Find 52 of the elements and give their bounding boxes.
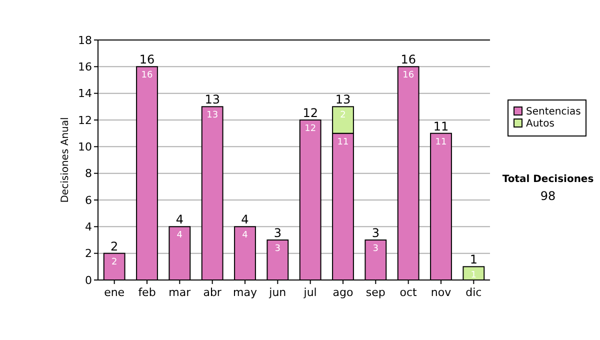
total-label: 16	[400, 52, 416, 67]
data-label: 11	[337, 137, 349, 148]
total-label: 12	[302, 106, 318, 120]
y-tick-label: 0	[85, 274, 92, 287]
x-tick-label: abr	[203, 286, 222, 299]
total-label: 2	[110, 239, 118, 254]
x-tick-label: mar	[168, 286, 192, 299]
x-tick-label: jun	[268, 286, 286, 299]
data-label: 3	[372, 244, 379, 254]
text: 98	[540, 189, 556, 203]
y-tick-label: 18	[78, 34, 92, 47]
legend-label: Autos	[526, 118, 554, 130]
text: Total Decisiones	[502, 174, 594, 185]
y-tick-label: 8	[85, 167, 92, 180]
legend-label: Sentencias	[526, 106, 581, 118]
data-label: 1	[470, 270, 477, 281]
y-tick-label: 12	[78, 114, 92, 127]
y-tick-label: 6	[85, 194, 92, 207]
total-label: 13	[335, 92, 351, 107]
data-label: 11	[435, 137, 447, 148]
y-tick-label: 10	[78, 140, 92, 154]
x-tick-label: ene	[104, 286, 125, 299]
data-label: 4	[176, 230, 183, 241]
data-label: 2	[340, 110, 346, 121]
data-label: 12	[304, 124, 316, 134]
y-axis-title: Decisiones Anual	[60, 117, 71, 203]
x-tick-label: feb	[138, 286, 156, 299]
total-label: 11	[433, 119, 449, 134]
data-label: 2	[111, 257, 118, 268]
x-tick-label: ago	[332, 286, 354, 299]
data-label: 4	[242, 230, 248, 241]
x-tick-label: may	[233, 286, 258, 299]
y-tick-label: 14	[78, 87, 92, 100]
x-tick-label: sep	[366, 286, 386, 299]
total-label: 3	[372, 226, 380, 240]
data-label: 3	[274, 244, 281, 254]
x-tick-label: nov	[430, 286, 452, 299]
total-label: 4	[241, 212, 249, 227]
data-label: 16	[141, 70, 153, 81]
x-tick-label: dic	[466, 286, 482, 299]
total-label: 13	[204, 92, 220, 107]
data-label: 16	[402, 70, 414, 81]
total-label: 4	[176, 212, 184, 227]
x-tick-label: jul	[302, 286, 317, 299]
y-tick-label: 16	[78, 60, 92, 74]
y-tick-label: 4	[85, 220, 92, 234]
y-tick-label: 2	[85, 247, 92, 260]
data-label: 13	[206, 110, 218, 121]
total-label: 1	[470, 252, 478, 267]
total-label: 16	[139, 52, 155, 67]
total-label: 3	[274, 226, 282, 240]
x-tick-label: oct	[400, 286, 418, 299]
